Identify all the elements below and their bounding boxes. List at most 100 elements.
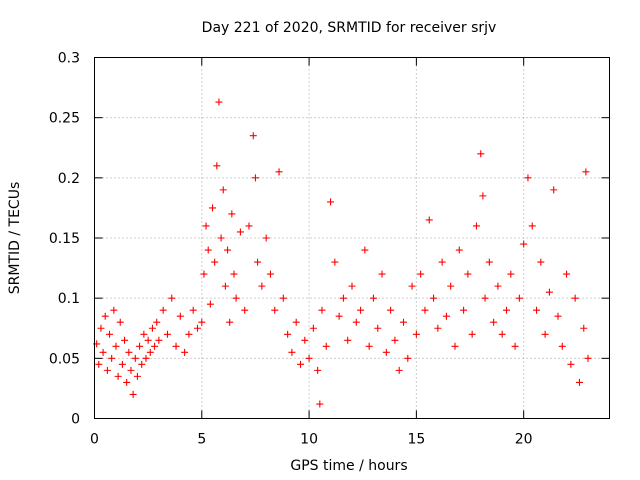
y-axis-label: SRMTID / TECUs (7, 182, 23, 295)
data-point (498, 330, 506, 338)
data-point (575, 378, 583, 386)
x-axis: 0 5 10 15 20 (90, 57, 533, 448)
data-point (494, 282, 502, 290)
data-point (485, 258, 493, 266)
data-point (226, 318, 234, 326)
data-point (275, 168, 283, 176)
data-point (249, 132, 257, 140)
data-point (194, 324, 201, 332)
data-point (271, 306, 279, 314)
data-point (288, 348, 296, 356)
data-point (211, 258, 219, 266)
data-point (374, 324, 382, 332)
data-point (155, 336, 163, 344)
data-point (339, 294, 347, 302)
y-axis: 0 0.05 0.1 0.15 0.2 0.25 0.3 (49, 51, 610, 428)
data-point (391, 336, 399, 344)
data-point (140, 330, 148, 338)
data-point (228, 210, 236, 218)
x-axis-label: GPS time / hours (290, 458, 407, 474)
y-tick-label: 0.1 (58, 291, 80, 307)
data-point (230, 270, 238, 278)
y-tick-label: 0.3 (58, 51, 80, 67)
data-point (430, 294, 438, 302)
data-point (219, 186, 227, 194)
data-point (541, 330, 549, 338)
data-point (172, 342, 180, 350)
data-point (305, 354, 313, 362)
data-point (421, 306, 429, 314)
data-point (181, 348, 189, 356)
data-point (584, 354, 592, 362)
data-point (95, 360, 103, 368)
data-point (515, 294, 523, 302)
data-point (168, 294, 176, 302)
data-point (97, 324, 105, 332)
data-point (136, 342, 144, 350)
data-point (279, 294, 287, 302)
data-point (121, 336, 129, 344)
data-point (327, 198, 335, 206)
data-point (369, 294, 377, 302)
data-point (404, 354, 412, 362)
data-point (110, 306, 118, 314)
data-point (507, 270, 515, 278)
y-tick-label: 0.15 (49, 231, 80, 247)
data-point (554, 312, 562, 320)
data-point (365, 342, 373, 350)
data-point (301, 336, 309, 344)
data-point (567, 360, 575, 368)
data-point (221, 282, 229, 290)
data-point (533, 306, 541, 314)
data-point (387, 306, 395, 314)
data-point (245, 222, 253, 230)
data-point (460, 306, 468, 314)
data-point (138, 360, 146, 368)
data-point (146, 348, 154, 356)
data-point (163, 330, 171, 338)
data-point (217, 234, 225, 242)
data-point (209, 204, 217, 212)
data-point (241, 306, 249, 314)
data-point (571, 294, 579, 302)
data-point (382, 348, 390, 356)
y-tick-label: 0.25 (49, 111, 80, 127)
data-point (148, 324, 156, 332)
data-point (215, 98, 223, 106)
data-point (159, 306, 167, 314)
data-point (558, 342, 566, 350)
data-points (93, 98, 592, 408)
data-point (400, 318, 407, 326)
grid-layer (94, 57, 610, 419)
data-point (335, 312, 343, 320)
data-point (582, 168, 590, 176)
data-point (412, 330, 420, 338)
plot-frame (94, 57, 610, 419)
data-point (503, 306, 510, 314)
data-point (490, 318, 498, 326)
data-point (442, 312, 450, 320)
data-point (284, 330, 292, 338)
data-point (378, 270, 386, 278)
data-point (472, 222, 480, 230)
data-point (314, 366, 322, 374)
data-point (103, 366, 111, 374)
data-point (563, 270, 571, 278)
x-tick-label: 20 (515, 432, 533, 448)
data-point (224, 246, 232, 254)
data-point (395, 366, 403, 374)
y-tick-label: 0.05 (49, 351, 80, 367)
data-point (142, 354, 150, 362)
data-point (344, 336, 352, 344)
data-point (99, 348, 107, 356)
data-point (262, 234, 270, 242)
y-tick-label: 0 (71, 412, 80, 428)
data-point (129, 390, 137, 398)
data-point (118, 360, 126, 368)
x-tick-label: 15 (407, 432, 425, 448)
data-point (106, 330, 114, 338)
data-point (202, 222, 210, 230)
data-point (232, 294, 240, 302)
data-point (477, 150, 485, 158)
